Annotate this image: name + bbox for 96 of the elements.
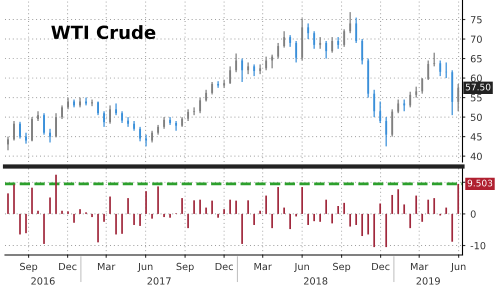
text: 2017: [147, 277, 171, 285]
candlestick: [49, 128, 51, 144]
x-tick-label: Mar: [254, 262, 272, 270]
candlestick: [187, 108, 190, 122]
text: 2016: [31, 277, 55, 285]
candlestick: [7, 136, 9, 151]
candlestick: [175, 120, 178, 132]
candlestick: [121, 110, 124, 124]
y-tick-label: -10: [470, 242, 486, 250]
candlestick: [205, 89, 208, 102]
candlestick: [247, 62, 250, 75]
candlestick: [277, 42, 280, 60]
candlestick: [43, 112, 45, 136]
candlestick: [427, 60, 430, 81]
x-tick-label: Mar: [410, 262, 428, 270]
candlestick: [79, 96, 81, 108]
x-tick-label: Sep: [333, 262, 350, 272]
candlestick: [85, 96, 88, 106]
candlestick: [391, 108, 394, 138]
text: WTI Crude: [51, 25, 156, 40]
candlestick: [403, 98, 406, 112]
candlestick: [151, 130, 154, 144]
y-tick-label: 60: [470, 74, 482, 82]
y-tick-label: 65: [470, 55, 482, 62]
candlestick: [103, 110, 106, 128]
candlestick: [67, 96, 69, 110]
candlestick: [355, 16, 358, 44]
x-tick-label: Sep: [176, 262, 194, 272]
candlestick: [181, 116, 184, 128]
candlestick: [13, 120, 15, 142]
candlestick: [397, 98, 400, 114]
x-tick-label: Sep: [20, 262, 38, 272]
candlestick: [109, 104, 112, 124]
candlestick: [433, 52, 436, 67]
candlestick: [97, 100, 100, 116]
candlestick: [349, 11, 352, 34]
text: 2018: [304, 277, 328, 285]
candlestick: [439, 60, 442, 77]
candlestick: [229, 66, 232, 85]
y-tick-label: 70: [470, 36, 482, 43]
y-tick-label: 40: [470, 152, 482, 160]
candlestick: [421, 77, 424, 94]
x-tick-label: Mar: [98, 262, 116, 270]
candlestick: [259, 64, 262, 75]
candlestick: [145, 134, 148, 148]
candlestick: [343, 28, 346, 48]
candlestick: [325, 40, 328, 60]
candlestick: [373, 89, 376, 118]
candlestick: [241, 58, 244, 83]
y-tick-label: 0: [470, 210, 476, 218]
candlestick: [283, 30, 286, 48]
candlestick: [127, 116, 130, 128]
candlestick: [235, 52, 238, 73]
candlestick: [331, 36, 334, 54]
candlestick: [457, 83, 460, 112]
candlestick: [199, 96, 202, 114]
candlestick: [61, 104, 63, 120]
y-tick-label: 55: [470, 94, 482, 102]
y-tick-label: 50: [470, 114, 482, 121]
candlestick: [265, 56, 268, 71]
candlestick: [319, 36, 322, 50]
candlestick: [31, 116, 33, 142]
candlestick: [379, 100, 382, 124]
x-tick-label: Jun: [138, 262, 152, 272]
candlestick: [253, 64, 256, 77]
ref-line-label: 9.503: [468, 180, 492, 186]
x-tick-label: Jun: [450, 262, 466, 272]
x-tick-label: Dec: [216, 262, 233, 270]
candlestick: [115, 102, 118, 116]
y-tick-label: 45: [470, 133, 482, 140]
x-tick-label: Dec: [372, 262, 390, 270]
candlestick: [289, 34, 292, 48]
candlestick: [73, 98, 75, 108]
candlestick: [157, 124, 160, 136]
annotation: 57.50: [466, 84, 490, 90]
candlestick: [415, 86, 418, 98]
candlestick: [271, 54, 274, 69]
candlestick: [55, 112, 57, 138]
text: 2019: [416, 277, 440, 285]
candlestick: [211, 81, 214, 96]
candlestick: [19, 121, 21, 140]
candlestick: [37, 110, 39, 122]
y-tick-label: 75: [470, 16, 482, 24]
candlestick: [295, 40, 298, 64]
candlestick: [25, 132, 27, 144]
x-tick-label: Jun: [294, 262, 309, 272]
candlestick: [133, 120, 136, 132]
candlestick: [409, 91, 412, 108]
candlestick: [385, 116, 388, 148]
candlestick: [139, 126, 142, 142]
candlestick: [313, 30, 316, 50]
candlestick: [361, 38, 364, 66]
candlestick: [163, 116, 166, 130]
candlestick: [307, 22, 310, 40]
candlestick: [337, 36, 340, 50]
x-tick-label: Dec: [59, 262, 76, 270]
